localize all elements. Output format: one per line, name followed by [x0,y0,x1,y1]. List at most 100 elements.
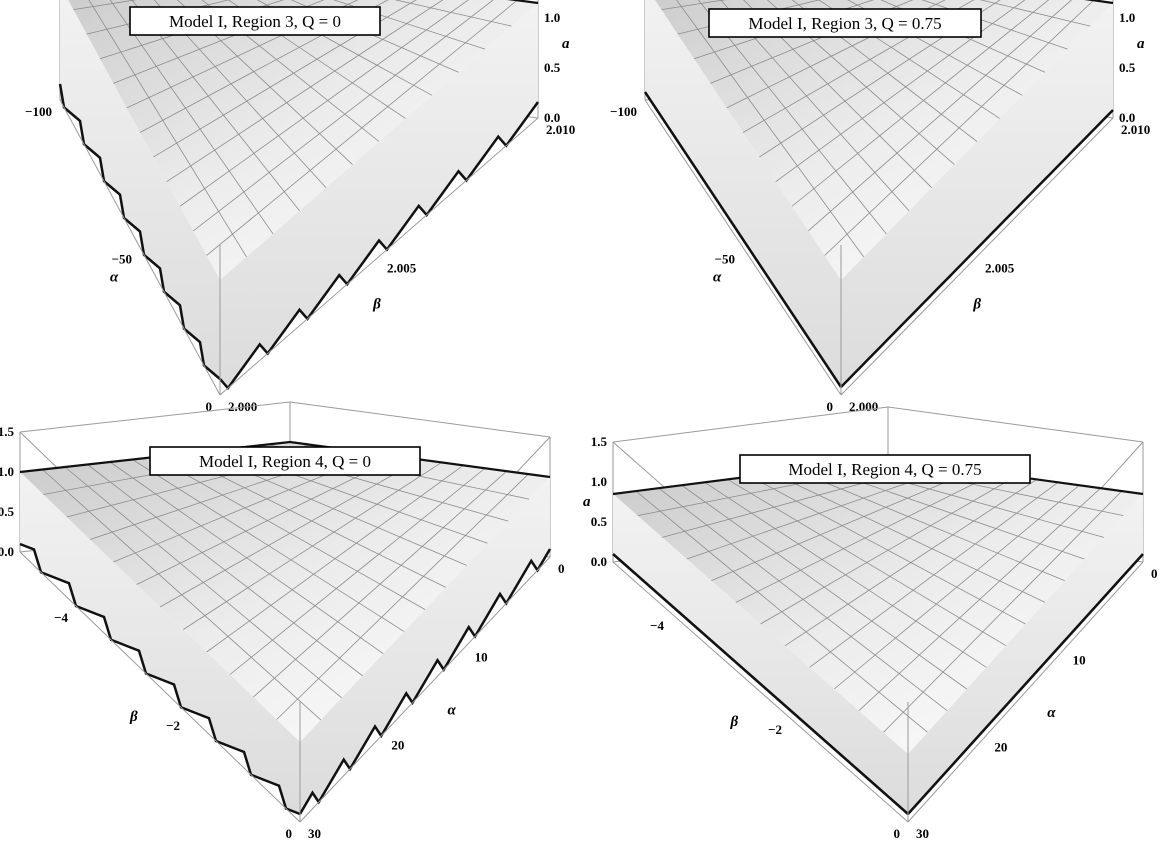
y-axis-label: β [730,714,739,730]
z-tick-label: 0.0 [544,110,560,125]
bounding-box-edge [907,561,1144,823]
bounding-box-edge [644,99,842,396]
chart-title: Model I, Region 3, Q = 0 [169,12,341,31]
surface-top [613,459,1143,754]
z-axis-label: a [562,36,570,52]
x-tick-label: 2.000 [228,399,257,414]
surface-side-front [908,494,1143,814]
bounding-box-edge [299,556,551,823]
z-tick-label: 1.0 [0,464,14,479]
surface-side-front [300,477,550,814]
surface-top [20,442,550,742]
surface-edge-curve [19,542,301,816]
mesh-line [858,487,1101,711]
x-tick-label: 2.005 [985,261,1015,276]
x-tick-label: 2.010 [546,122,575,137]
x-tick-label: 2.010 [1121,122,1150,137]
z-tick-label: 1.0 [591,474,607,489]
bounding-box-edge [612,561,909,823]
y-tick-label: −4 [650,618,664,633]
bounding-box-edge [59,99,221,396]
bounding-box-edge [219,117,539,396]
mesh-line [883,490,1123,733]
y-axis-label: α [713,270,722,286]
bounding-box-edge [612,406,889,443]
mesh-line [394,0,512,27]
bounding-box-edge [289,401,551,438]
z-tick-label: 0.5 [544,60,561,75]
title-box [149,446,421,476]
z-tick-label: 1.0 [1119,10,1135,25]
z-axis-label: a [583,494,591,510]
x-tick-label: 2.005 [387,261,417,276]
z-tick-label: 0.5 [1119,60,1136,75]
surface-back-edge [19,440,551,479]
z-tick-label: 0.0 [1119,110,1135,125]
surface-edge-curve [612,553,909,815]
x-tick-label: 30 [308,826,321,841]
mesh-line [276,473,529,720]
y-tick-label: −50 [715,252,735,267]
x-tick-label: 10 [1073,653,1086,668]
mesh-line [206,0,518,256]
surface-side-left [613,494,908,814]
y-tick-label: 0 [206,399,213,414]
mesh-line [824,0,1094,256]
y-tick-label: −50 [112,252,132,267]
x-axis-label: α [448,702,457,718]
y-axis-label: β [129,709,138,725]
z-tick-label: 0.0 [0,544,14,559]
y-tick-label: 0 [894,826,901,841]
z-tick-label: 0.0 [591,554,607,569]
bounding-box-edge [840,117,1114,396]
surface-top [68,0,538,280]
surface-side-front [841,3,1113,387]
x-tick-label: 30 [916,826,929,841]
title-box [708,8,982,38]
surface-edge-curve [298,548,552,815]
z-axis-label: a [1137,36,1145,52]
y-tick-label: −100 [610,104,637,119]
y-axis-label: α [110,270,119,286]
chart-panel-1: 0.00.51.01.5a2.0002.0052.010β0−50−100αMo… [25,0,575,414]
mesh-line [808,0,1073,232]
surface-side-left [20,472,300,814]
chart-title: Model I, Region 4, Q = 0 [199,452,371,471]
chart-panel-4: 0.0 0.5 1.0 1.5 a 0 10 20 30 α 0 −2 −4 β Model I, Regi… [583,406,1158,841]
bounding-box-edge [19,401,291,433]
y-tick-label: 0 [827,399,834,414]
bounding-box-edge [19,551,301,823]
x-axis-label: α [1047,705,1056,721]
surface-edge-curve [907,553,1144,815]
x-tick-label: 0 [558,561,565,576]
y-tick-label: −2 [768,722,782,737]
mesh-line [253,470,507,698]
mesh-line [979,0,1091,27]
z-tick-label: 0.5 [0,504,15,519]
z-tick-label: 0.5 [591,514,608,529]
surface-side-left [645,0,841,387]
x-tick-label: 0 [1151,566,1158,581]
y-tick-label: 0 [286,826,293,841]
surface-edge-curve [643,91,843,388]
x-tick-label: 10 [475,649,488,664]
title-box [129,6,381,36]
chart-title: Model I, Region 4, Q = 0.75 [788,460,981,479]
surface-edge-curve [58,83,221,380]
chart-title: Model I, Region 3, Q = 0.75 [748,14,941,33]
x-axis-label: β [972,296,981,312]
surface-side-front [220,3,538,389]
y-tick-label: −100 [25,104,52,119]
mesh-line [193,0,494,232]
z-tick-label: 1.5 [0,424,15,439]
x-axis-label: β [372,296,381,312]
x-tick-label: 20 [391,738,404,753]
y-tick-label: −2 [166,718,180,733]
surface-edge-curve [840,109,1114,388]
z-tick-label: 1.0 [544,10,560,25]
x-tick-label: 20 [994,739,1007,754]
title-box [739,454,1031,484]
z-tick-label: 1.5 [591,434,608,449]
